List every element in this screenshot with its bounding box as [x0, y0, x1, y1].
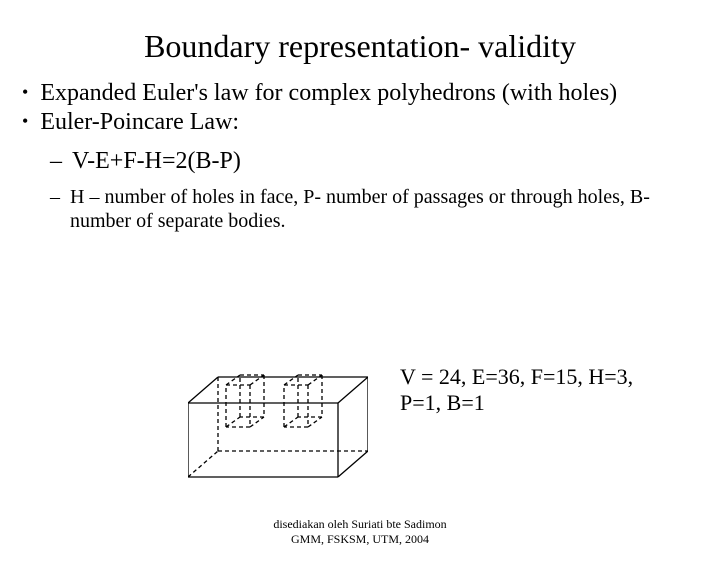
dash-icon: – [50, 147, 62, 176]
bullet-1: • Expanded Euler's law for complex polyh… [22, 79, 690, 108]
bullet-2: • Euler-Poincare Law: [22, 108, 690, 137]
sub-bullet-def: – H – number of holes in face, P- number… [50, 185, 690, 233]
bullet-dot-icon: • [22, 108, 28, 137]
dash-icon: – [50, 185, 60, 233]
formula-text: V-E+F-H=2(B-P) [72, 147, 241, 176]
footer: disediakan oleh Suriati bte Sadimon GMM,… [0, 517, 720, 548]
values-line1: V = 24, E=36, F=15, H=3, [400, 364, 633, 390]
bullet-dot-icon: • [22, 79, 28, 108]
polyhedron-diagram [188, 373, 368, 483]
page-title: Boundary representation- validity [0, 28, 720, 65]
footer-line2: GMM, FSKSM, UTM, 2004 [0, 532, 720, 548]
bullet-1-text: Expanded Euler's law for complex polyhed… [40, 79, 617, 108]
values-line2: P=1, B=1 [400, 390, 633, 416]
bullet-2-text: Euler-Poincare Law: [40, 108, 239, 137]
sub-bullet-formula: – V-E+F-H=2(B-P) [50, 147, 690, 176]
def-text: H – number of holes in face, P- number o… [70, 185, 690, 233]
values-block: V = 24, E=36, F=15, H=3, P=1, B=1 [400, 364, 633, 417]
footer-line1: disediakan oleh Suriati bte Sadimon [0, 517, 720, 533]
